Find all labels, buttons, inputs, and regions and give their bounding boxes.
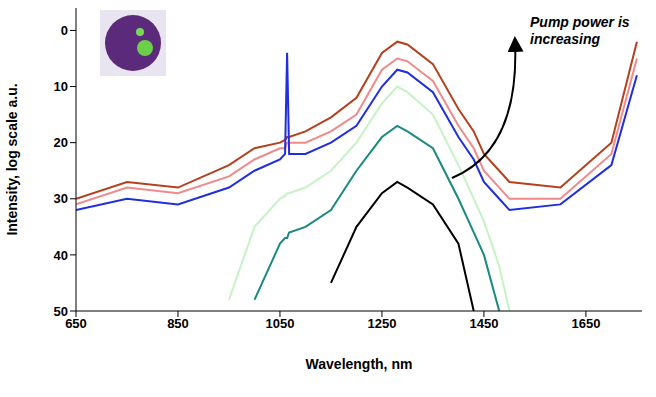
svg-text:1050: 1050 — [266, 316, 295, 331]
svg-text:1650: 1650 — [571, 316, 600, 331]
svg-text:30: 30 — [54, 191, 68, 206]
svg-text:Wavelength, nm: Wavelength, nm — [306, 356, 413, 372]
svg-text:650: 650 — [65, 316, 87, 331]
svg-text:1250: 1250 — [367, 316, 396, 331]
svg-text:20: 20 — [54, 135, 68, 150]
svg-text:50: 50 — [54, 304, 68, 319]
svg-text:1450: 1450 — [469, 316, 498, 331]
svg-text:850: 850 — [167, 316, 189, 331]
html-text:Pump power is increasing: Pump power is increasing — [530, 14, 630, 47]
svg-text:40: 40 — [54, 248, 68, 263]
svg-text:10: 10 — [54, 79, 68, 94]
svg-text:0: 0 — [61, 23, 68, 38]
svg-text:Intensity, log scale a.u.: Intensity, log scale a.u. — [4, 83, 20, 235]
